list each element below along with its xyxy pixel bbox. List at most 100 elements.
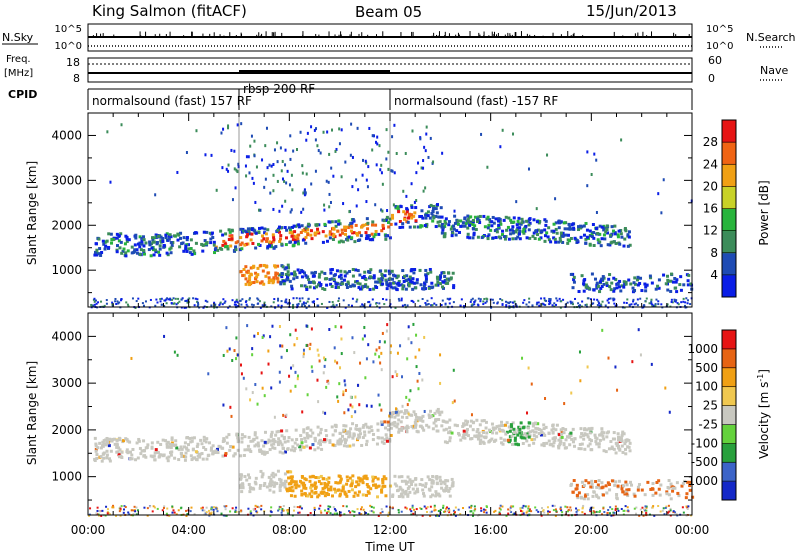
scatter-cell xyxy=(169,297,172,300)
scatter-cell xyxy=(657,192,660,196)
scatter-cell xyxy=(464,222,468,226)
scatter-cell xyxy=(495,425,499,429)
scatter-cell xyxy=(401,269,405,273)
scatter-cell xyxy=(281,265,285,269)
scatter-cell xyxy=(325,179,328,183)
scatter-cell xyxy=(309,428,313,432)
scatter-cell xyxy=(448,511,451,514)
scatter-cell xyxy=(380,277,384,281)
scatter-cell xyxy=(590,485,594,489)
scatter-cell xyxy=(302,430,306,434)
scatter-cell xyxy=(231,359,234,363)
scatter-cell xyxy=(399,204,402,208)
scatter-cell xyxy=(263,440,267,444)
scatter-cell xyxy=(401,287,405,291)
scatter-cell xyxy=(214,449,218,453)
scatter-cell xyxy=(394,222,398,226)
scatter-cell xyxy=(555,231,559,235)
scatter-cell xyxy=(202,446,206,450)
scatter-cell xyxy=(385,287,389,291)
scatter-cell xyxy=(276,264,280,268)
scatter-cell xyxy=(173,444,177,448)
scatter-cell xyxy=(94,299,97,302)
scatter-cell xyxy=(414,423,418,427)
scatter-cell xyxy=(428,409,432,413)
scatter-cell xyxy=(349,484,353,488)
scatter-cell xyxy=(143,506,146,509)
scatter-cell xyxy=(423,505,426,508)
scatter-cell xyxy=(340,280,344,284)
scatter-cell xyxy=(344,229,348,233)
scatter-cell xyxy=(185,509,188,512)
scatter-cell xyxy=(291,231,295,235)
scatter-cell xyxy=(591,494,595,498)
scatter-cell xyxy=(617,229,621,233)
scatter-cell xyxy=(307,297,310,300)
scatter-cell xyxy=(234,303,237,306)
scatter-cell xyxy=(378,355,381,359)
scatter-cell xyxy=(451,231,455,235)
scatter-cell xyxy=(316,495,320,499)
scatter-cell xyxy=(598,232,602,236)
scatter-cell xyxy=(592,490,596,494)
scatter-cell xyxy=(154,304,157,307)
scatter-cell xyxy=(340,352,343,356)
scatter-cell xyxy=(212,450,216,454)
scatter-cell xyxy=(390,507,393,510)
scatter-cell xyxy=(210,511,213,514)
scatter-cell xyxy=(410,204,414,208)
scatter-cell xyxy=(592,506,595,509)
scatter-cell xyxy=(272,162,275,166)
scatter-cell xyxy=(512,430,516,434)
scatter-cell xyxy=(314,138,317,142)
scatter-cell xyxy=(577,447,581,451)
scatter-cell xyxy=(284,148,287,152)
scatter-cell xyxy=(534,430,538,434)
scatter-cell xyxy=(399,420,403,424)
scatter-cell xyxy=(600,430,604,434)
scatter-cell xyxy=(623,442,627,446)
scatter-cell xyxy=(205,511,208,514)
scatter-cell xyxy=(462,305,465,308)
scatter-cell xyxy=(328,277,332,281)
scatter-cell xyxy=(679,288,683,292)
scatter-cell xyxy=(532,422,536,426)
scatter-cell xyxy=(212,240,216,244)
scatter-cell xyxy=(440,271,444,275)
scatter-cell xyxy=(224,245,228,249)
nsearch-tick-top: 10^5 xyxy=(706,24,733,35)
scatter-cell xyxy=(462,433,466,437)
scatter-cell xyxy=(519,509,522,512)
scatter-cell xyxy=(527,223,531,227)
scatter-cell xyxy=(280,511,283,514)
scatter-cell xyxy=(439,482,443,486)
scatter-cell xyxy=(471,218,475,222)
scatter-cell xyxy=(380,436,384,440)
scatter-cell xyxy=(635,278,639,282)
scatter-cell xyxy=(426,210,430,214)
scatter-cell xyxy=(345,494,349,498)
scatter-cell xyxy=(324,411,327,415)
scatter-cell xyxy=(504,423,508,427)
scatter-cell xyxy=(530,382,533,386)
scatter-cell xyxy=(572,479,576,483)
scatter-cell xyxy=(430,297,433,300)
scatter-cell xyxy=(583,447,587,451)
scatter-cell xyxy=(364,422,368,426)
scatter-cell xyxy=(432,207,436,211)
scatter-cell xyxy=(526,219,530,223)
scatter-cell xyxy=(657,487,661,491)
scatter-cell xyxy=(579,379,582,383)
scatter-cell xyxy=(399,487,403,491)
scatter-cell xyxy=(307,280,311,284)
scatter-cell xyxy=(323,438,327,442)
scatter-cell xyxy=(241,227,245,231)
nsearch-label: N.Search xyxy=(746,31,796,44)
scatter-cell xyxy=(273,483,277,487)
scatter-cell xyxy=(120,450,124,454)
scatter-cell xyxy=(270,164,273,168)
scatter-cell xyxy=(189,510,192,513)
scatter-cell xyxy=(300,492,304,496)
scatter-cell xyxy=(290,366,293,370)
scatter-cell xyxy=(598,304,601,307)
